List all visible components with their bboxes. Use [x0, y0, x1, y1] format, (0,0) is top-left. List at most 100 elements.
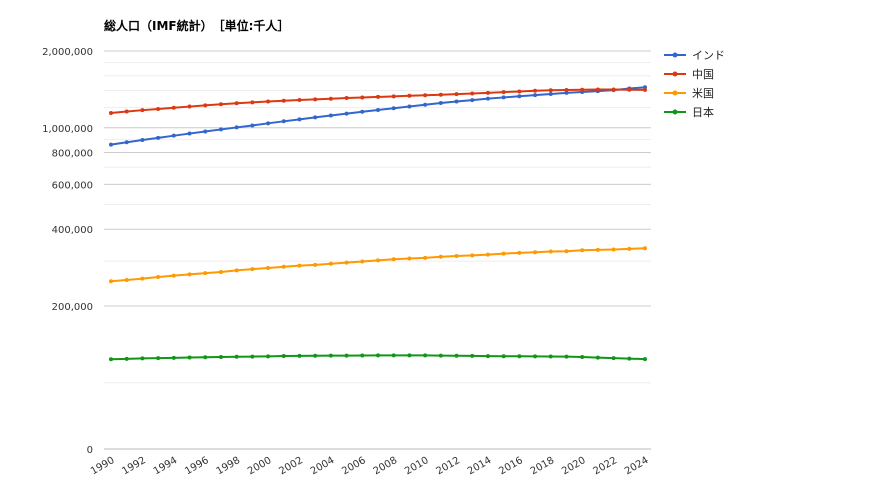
x-tick-label: 2022 — [592, 455, 620, 477]
y-tick-label: 600,000 — [52, 180, 93, 191]
data-point — [533, 88, 538, 93]
data-point — [407, 104, 412, 109]
data-point — [595, 87, 600, 92]
data-point — [423, 255, 428, 260]
data-point — [109, 279, 113, 284]
data-point — [328, 261, 333, 266]
data-point — [580, 355, 585, 360]
data-point — [328, 96, 333, 101]
legend-marker — [672, 109, 678, 115]
data-point — [501, 90, 506, 95]
data-point — [517, 94, 522, 99]
data-point — [187, 104, 192, 109]
data-point — [344, 260, 349, 265]
data-point — [360, 109, 365, 114]
data-point — [533, 93, 538, 98]
data-point — [124, 109, 129, 114]
data-point — [438, 353, 443, 358]
legend-label: インド — [692, 49, 725, 62]
data-point — [218, 127, 223, 132]
data-point — [595, 247, 600, 252]
legend-label: 米国 — [692, 87, 714, 100]
data-point — [250, 354, 255, 359]
y-tick-label: 1,000,000 — [42, 124, 93, 135]
data-point — [391, 106, 396, 111]
legend-marker — [672, 71, 678, 77]
data-point — [423, 93, 428, 98]
data-point — [344, 111, 349, 116]
data-point — [548, 354, 553, 359]
data-point — [580, 87, 585, 92]
data-point — [627, 87, 632, 92]
x-tick-label: 2024 — [623, 455, 651, 477]
data-point — [344, 353, 349, 358]
data-point — [156, 274, 161, 279]
data-point — [109, 142, 113, 147]
data-point — [376, 353, 380, 358]
data-point — [187, 131, 192, 136]
data-point — [124, 356, 129, 361]
x-tick-label: 2018 — [529, 455, 557, 477]
data-point — [548, 249, 553, 254]
data-point — [548, 91, 553, 96]
data-point — [517, 250, 522, 255]
series-line — [110, 247, 646, 283]
data-point — [391, 353, 396, 358]
legend-marker — [672, 52, 678, 58]
data-point — [517, 354, 522, 359]
data-point — [187, 355, 192, 360]
data-point — [580, 248, 585, 253]
x-tick-label: 1996 — [183, 455, 211, 477]
data-point — [423, 102, 428, 107]
data-point — [313, 97, 318, 102]
data-point — [281, 354, 286, 359]
data-point — [140, 356, 145, 361]
x-tick-label: 1990 — [89, 455, 117, 477]
data-point — [171, 133, 176, 138]
data-point — [360, 259, 365, 264]
data-point — [438, 101, 443, 106]
y-tick-label: 400,000 — [52, 225, 93, 236]
data-point — [313, 262, 318, 267]
data-point — [485, 252, 490, 257]
data-point — [454, 99, 459, 104]
data-point — [407, 256, 412, 261]
data-point — [140, 138, 145, 143]
data-point — [564, 87, 569, 92]
data-point — [470, 253, 475, 258]
x-tick-label: 2020 — [560, 455, 588, 477]
data-point — [250, 100, 255, 105]
data-point — [485, 354, 490, 359]
data-point — [250, 123, 255, 128]
x-tick-label: 1992 — [120, 455, 148, 477]
data-point — [564, 90, 569, 95]
data-point — [438, 92, 443, 97]
data-point — [611, 247, 616, 252]
data-point — [109, 110, 113, 115]
data-point — [234, 125, 239, 130]
x-tick-label: 1998 — [215, 455, 243, 477]
legend-label: 中国 — [692, 68, 714, 81]
data-point — [564, 249, 569, 254]
x-tick-label: 2012 — [434, 455, 462, 477]
data-point — [313, 115, 318, 120]
data-point — [281, 264, 286, 269]
y-tick-label: 0 — [87, 445, 93, 456]
data-point — [234, 268, 239, 273]
data-point — [485, 90, 490, 95]
data-point — [611, 87, 616, 92]
data-point — [470, 98, 475, 103]
data-point — [203, 129, 208, 134]
data-point — [218, 269, 223, 274]
data-point — [250, 267, 255, 272]
data-point — [171, 105, 176, 110]
data-point — [533, 354, 538, 359]
data-point — [203, 271, 208, 276]
data-point — [360, 353, 365, 358]
data-point — [234, 101, 239, 106]
data-point — [485, 96, 490, 101]
data-point — [109, 357, 113, 362]
x-tick-label: 2016 — [497, 455, 525, 477]
data-point — [328, 353, 333, 358]
data-point — [171, 273, 176, 278]
